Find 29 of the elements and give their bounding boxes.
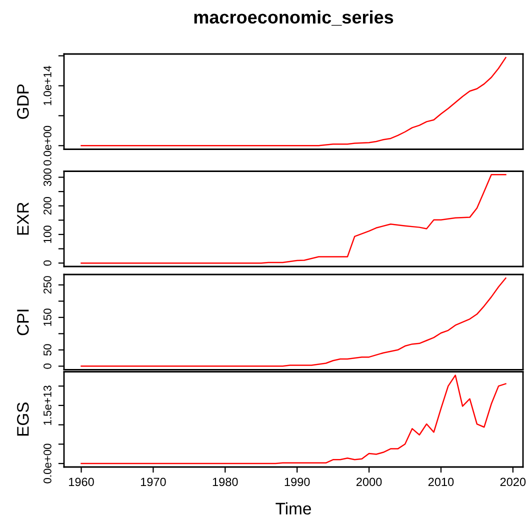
y-axis-title: EGS [17, 402, 29, 436]
line-series [80, 277, 506, 367]
chart-title: macroeconomic_series [194, 10, 394, 26]
y-tick-label: 100 [44, 226, 52, 243]
line-series [80, 174, 506, 264]
x-axis-title: Time [276, 502, 311, 515]
x-tick-label: 2020 [500, 478, 526, 486]
y-axis-title: GDP [17, 84, 29, 119]
x-tick-label: 2000 [356, 478, 382, 486]
x-tick-label: 1970 [140, 478, 166, 486]
y-tick-label: 250 [44, 276, 52, 294]
y-tick-label: 0.0e+00 [44, 126, 52, 166]
y-tick-label: 1.5e+13 [44, 386, 52, 425]
line-series [80, 374, 506, 464]
y-tick-label: 200 [44, 197, 52, 215]
y-tick-label: 1.0e+14 [44, 66, 52, 106]
y-tick-label: 0 [44, 364, 52, 369]
y-tick-label: 50 [44, 344, 52, 356]
x-tick-label: 1980 [212, 478, 238, 486]
x-tick-label: 1960 [69, 478, 94, 486]
x-tick-label: 2010 [428, 478, 454, 486]
line-series [80, 56, 506, 146]
y-tick-label: 0.0e+00 [44, 444, 52, 484]
y-tick-label: 0 [44, 260, 52, 266]
y-axis-title: CPI [17, 310, 29, 336]
y-tick-label: 150 [44, 308, 52, 326]
y-tick-label: 300 [44, 168, 52, 186]
y-axis-title: EXR [17, 202, 29, 235]
x-tick-label: 1990 [284, 478, 310, 486]
